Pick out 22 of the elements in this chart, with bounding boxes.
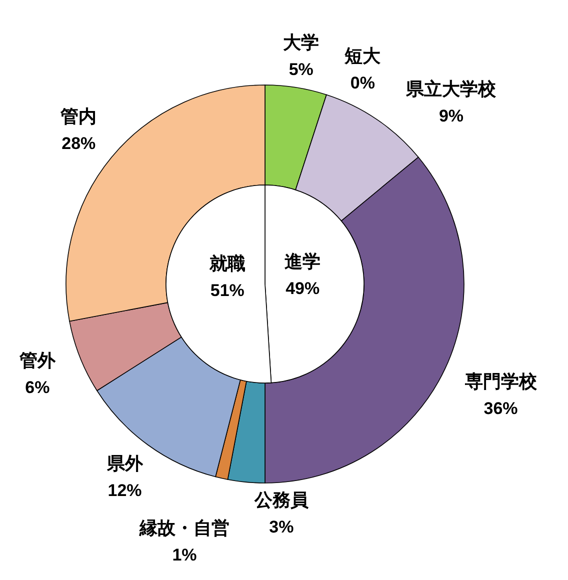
slice-label: 県立大学校 [405,78,498,99]
data-label: 49% [286,278,320,298]
data-label: 6% [25,378,50,398]
slice-label: 管内 [60,106,97,126]
slice-label: 県外 [106,454,144,474]
data-label: 1% [172,546,197,565]
data-label: 51% [210,281,244,300]
data-label: 36% [484,398,518,418]
slice-label: 進学 [284,251,321,272]
slice-label: 専門学校 [464,371,538,392]
data-label: 12% [108,481,142,500]
slice-label: 管外 [18,350,56,371]
text: 0% [350,74,375,93]
category-label: 短大 [344,46,381,66]
slice-label: 大学 [282,32,320,53]
slice-label: 公務員 [253,490,310,510]
slice-label: 縁故・自営 [138,518,230,538]
data-label: 9% [438,106,464,126]
data-label: 28% [62,134,96,153]
data-label: 5% [288,60,314,80]
slice-label: 就職 [208,254,246,274]
data-label: 3% [269,517,294,536]
